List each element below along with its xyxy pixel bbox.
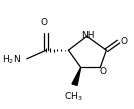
Polygon shape	[72, 67, 81, 85]
Text: O: O	[120, 37, 127, 46]
Text: NH: NH	[81, 31, 94, 40]
Text: O: O	[100, 67, 107, 76]
Text: CH$_3$: CH$_3$	[64, 91, 83, 103]
Text: O: O	[40, 18, 47, 27]
Text: H$_2$N: H$_2$N	[2, 53, 21, 66]
